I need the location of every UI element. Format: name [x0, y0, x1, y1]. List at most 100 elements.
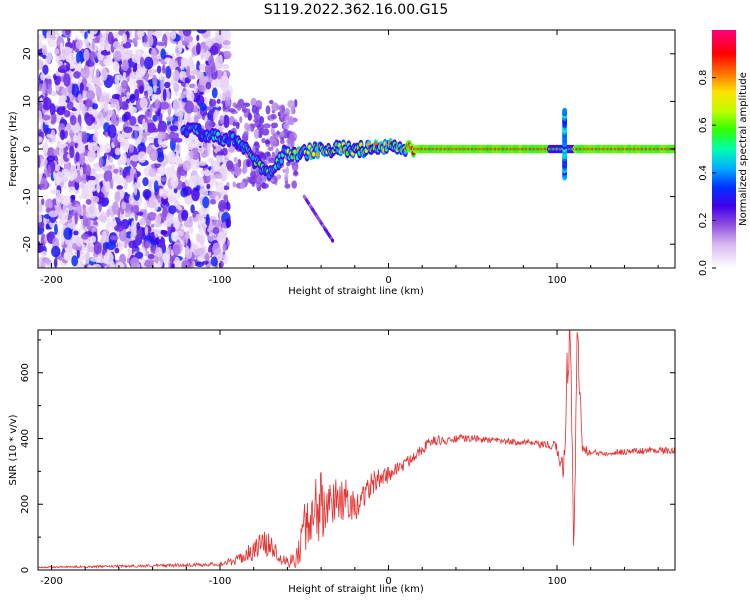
spectrogram-speckle-blob	[282, 168, 287, 173]
spectrogram-speckle-blob	[76, 133, 82, 145]
spectrogram-speckle-blob	[250, 98, 256, 107]
spectrogram-speckle-blob	[224, 30, 232, 41]
spectrogram-speckle-blob	[253, 128, 260, 139]
spectrogram-speckle-blob	[112, 41, 121, 49]
spectrogram-speckle-blob	[51, 245, 61, 258]
spectrogram-speckle-blob	[98, 157, 104, 168]
spectrogram-speckle-blob	[221, 75, 230, 89]
spectrogram-speckle-blob	[42, 97, 52, 111]
spectrogram-speckle-blob	[251, 104, 257, 114]
spectrogram-speckle-blob	[46, 147, 55, 158]
spectrogram-speckle-blob	[145, 259, 155, 264]
spectrogram-speckle-blob	[142, 208, 148, 221]
spectrogram-speckle-blob	[197, 161, 207, 166]
spectrogram-speckle-blob	[38, 222, 45, 229]
spectrogram-speckle-blob	[184, 100, 194, 114]
spectrogram-speckle-blob	[172, 98, 181, 113]
spectrogram-y-tick-label: 0	[22, 146, 33, 152]
spectrogram-speckle-blob	[69, 145, 75, 159]
snr-x-tick-label: -100	[209, 576, 232, 587]
spectrogram-speckle-blob	[75, 39, 83, 50]
spectrogram-speckle-blob	[136, 222, 141, 231]
spectrogram-speckle-blob	[40, 72, 45, 81]
spectrogram-speckle-blob	[139, 218, 146, 226]
spectrogram-speckle-blob	[80, 191, 89, 200]
spectrogram-speckle-blob	[266, 151, 271, 157]
spectrogram-speckle-blob	[85, 60, 95, 68]
spectrogram-speckle-blob	[148, 167, 157, 178]
spectrogram-speckle-blob	[44, 258, 51, 264]
spectrogram-speckle-blob	[211, 215, 218, 220]
spectrogram-speckle-blob	[248, 113, 252, 122]
snr-frame	[37, 329, 676, 571]
spectrogram-speckle-blob	[140, 132, 148, 143]
spectrogram-speckle-blob	[45, 223, 50, 230]
spectrogram-speckle-blob	[46, 155, 56, 162]
spectrogram-speckle-blob	[102, 166, 112, 172]
snr-y-label: SNR (10 * v/v)	[8, 414, 19, 485]
spectrogram-speckle-blob	[253, 141, 260, 147]
spectrogram-speckle-blob	[85, 252, 90, 265]
spectrogram-speckle-blob	[90, 30, 98, 35]
spectrogram-speckle-blob	[103, 143, 112, 153]
spectrogram-speckle-blob	[130, 257, 140, 267]
spectrogram-speckle-blob	[171, 263, 175, 268]
spectrogram-speckle-blob	[160, 177, 167, 182]
spectrogram-speckle-blob	[139, 97, 148, 109]
spectrogram-speckle-blob	[198, 207, 206, 215]
spectrogram-speckle-blob	[199, 102, 207, 112]
spectrogram-speckle-blob	[129, 115, 137, 126]
spectrogram-speckle-blob	[96, 183, 101, 194]
spectrogram-speckle-blob	[146, 200, 157, 209]
spectrogram-speckle-blob	[253, 118, 261, 123]
spectrogram-speckle-blob	[169, 130, 179, 142]
spectrogram-speckle-blob	[239, 181, 246, 190]
spectrogram-speckle-blob	[79, 166, 84, 177]
spectrogram-speckle-blob	[82, 65, 90, 79]
spectrogram-speckle-blob	[227, 164, 235, 172]
spectrogram-speckle-blob	[57, 60, 63, 67]
spectrogram-speckle-blob	[133, 125, 142, 131]
spectrogram-speckle-blob	[191, 174, 202, 186]
spectrogram-speckle-blob	[269, 99, 274, 105]
spectrogram-ridge	[180, 107, 675, 243]
spectrogram-speckle-blob	[122, 72, 127, 78]
spectrogram-speckle-blob	[239, 116, 243, 123]
spectrogram-speckle-blob	[93, 241, 102, 255]
spectrogram-y-tick-label: 20	[22, 47, 33, 60]
spectrogram-speckle-blob	[38, 136, 43, 143]
spectrogram-speckle-blob	[78, 151, 86, 166]
snr-panel: -200 -100 0 100 0 200 400 600 Height of straig…	[8, 329, 676, 595]
spectrogram-speckle-blob	[206, 183, 211, 190]
spectrogram-speckle-blob	[38, 59, 44, 70]
spectrogram-speckle-blob	[165, 116, 174, 122]
spectrogram-speckle-blob	[219, 163, 227, 173]
spectrogram-speckle-blob	[106, 241, 117, 251]
spectrogram-speckle-blob	[103, 101, 108, 113]
spectrogram-speckle-blob	[169, 125, 179, 132]
spectrogram-speckle-blob	[41, 44, 48, 58]
spectrogram-speckle-blob	[241, 106, 247, 113]
spectrogram-speckle-blob	[110, 235, 119, 241]
spectrogram-speckle-blob	[114, 224, 124, 232]
colorbar-tick-label: 0.0	[698, 260, 709, 276]
spectrogram-ridge-core	[197, 125, 201, 131]
spectrogram-speckle-blob	[160, 140, 168, 148]
spectrogram-speckle-blob	[246, 158, 251, 167]
spectrogram-speckle-blob	[261, 181, 266, 189]
spectrogram-speckle-blob	[130, 220, 138, 234]
spectrogram-speckle-blob	[180, 57, 189, 66]
spectrogram-speckle-blob	[192, 105, 199, 114]
spectrogram-speckle-blob	[87, 204, 98, 219]
spectrogram-speckle-blob	[279, 104, 285, 114]
spectrogram-speckle-blob	[198, 147, 205, 154]
spectrogram-speckle-blob	[181, 181, 186, 189]
spectrogram-speckle-blob	[95, 86, 102, 98]
spectrogram-speckle-blob	[84, 31, 88, 40]
spectrogram-speckle-blob	[152, 114, 158, 122]
spectrogram-speckle-blob	[149, 105, 153, 117]
spectrogram-x-tick-label: 100	[547, 275, 566, 286]
spectrogram-speckle-blob	[137, 151, 147, 163]
spectrogram-speckle-blob	[63, 110, 71, 118]
spectrogram-speckle-blob	[87, 149, 96, 163]
